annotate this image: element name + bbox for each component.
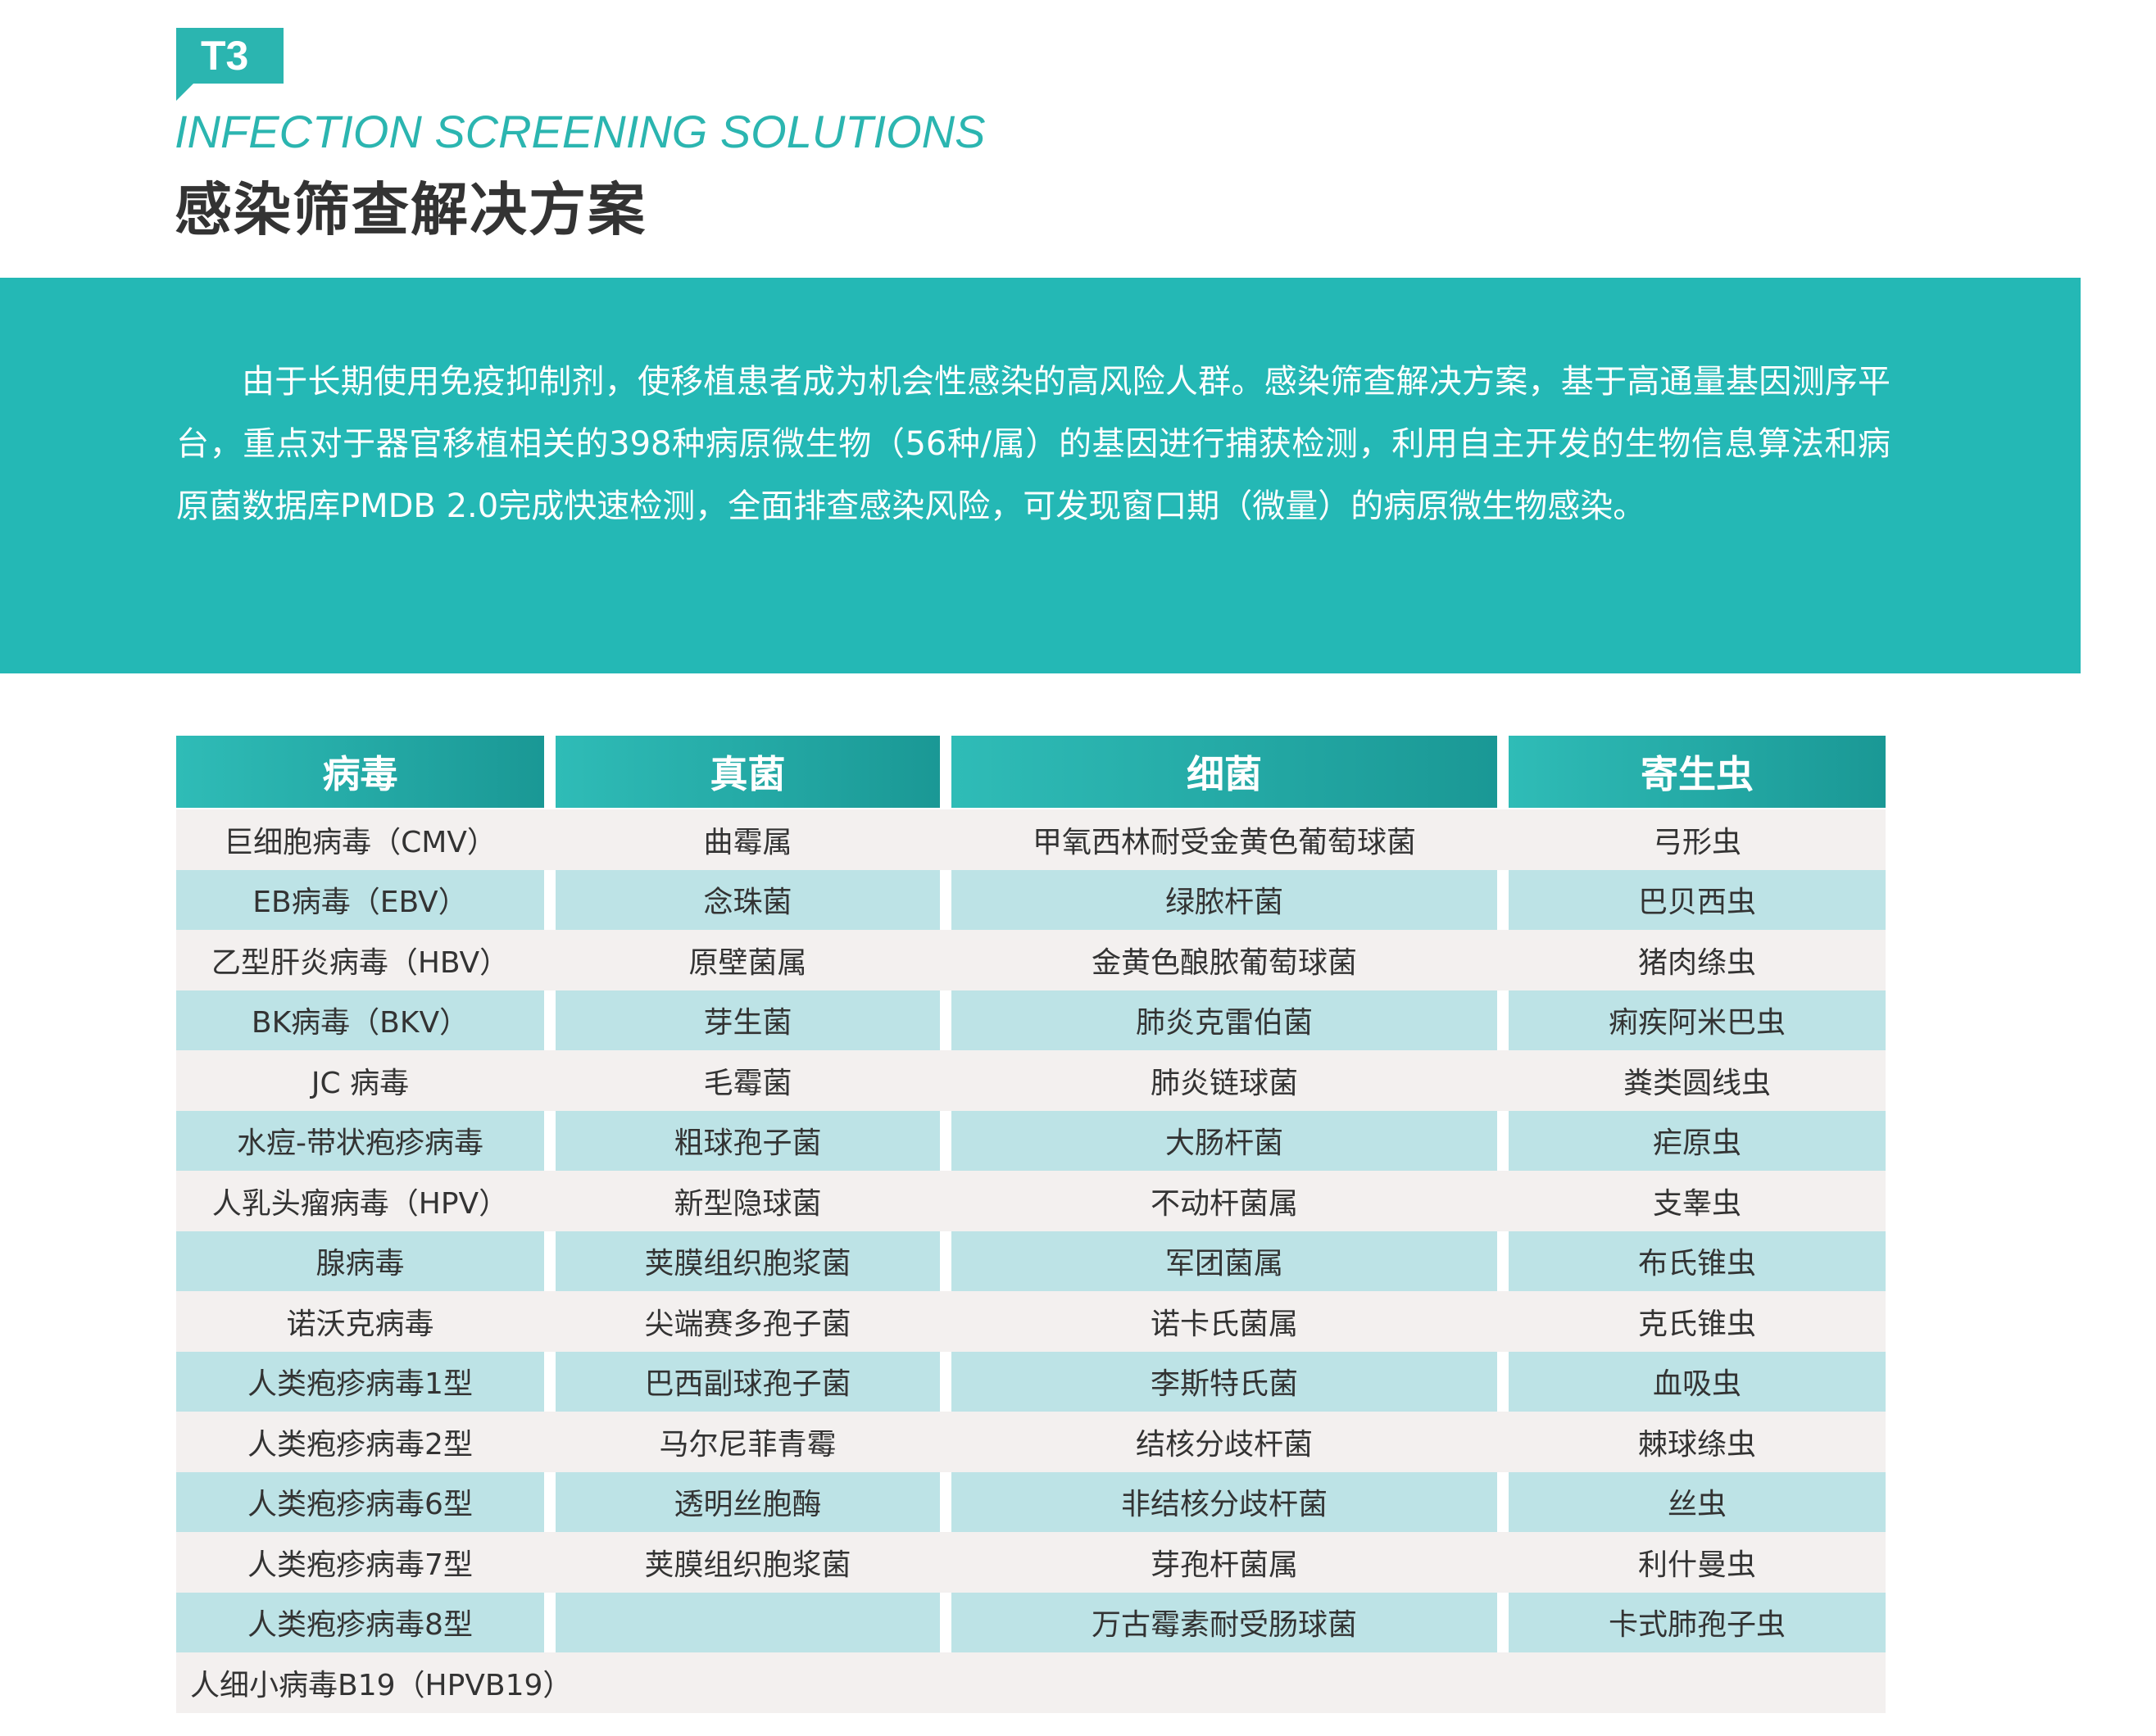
table-cell: 大肠杆菌 bbox=[951, 1110, 1497, 1171]
table-cell: 绿脓杆菌 bbox=[951, 869, 1497, 930]
table-cell: 支睾虫 bbox=[1652, 1186, 1741, 1221]
intro-text: 由于长期使用免疫抑制剂，使移植患者成为机会性感染的高风险人群。感染筛查解决方案，… bbox=[176, 363, 1890, 525]
table-cell: 曲霉属 bbox=[703, 825, 792, 859]
table-cell: JC 病毒 bbox=[311, 1066, 410, 1100]
table-cell: 人乳头瘤病毒（HPV） bbox=[211, 1186, 509, 1221]
table-header: 病毒 真菌 细菌 寄生虫 bbox=[176, 736, 1886, 808]
title: 感染筛查解决方案 bbox=[175, 176, 647, 243]
table-row: 人乳头瘤病毒（HPV） 新型隐球菌 不动杆菌属 支睾虫 bbox=[176, 1171, 1886, 1231]
table-cell: 透明丝胞酶 bbox=[556, 1471, 940, 1532]
table-cell: 腺病毒 bbox=[176, 1231, 544, 1291]
table-cell: 水痘-带状疱疹病毒 bbox=[176, 1110, 544, 1171]
table-cell bbox=[1509, 1652, 1886, 1713]
table-cell: 丝虫 bbox=[1509, 1471, 1886, 1532]
table-row: 人类疱疹病毒8型 万古霉素耐受肠球菌 卡式肺孢子虫 bbox=[176, 1592, 1886, 1652]
table-cell: 卡式肺孢子虫 bbox=[1509, 1592, 1886, 1652]
table-cell: 军团菌属 bbox=[951, 1231, 1497, 1291]
table-cell: 痢疾阿米巴虫 bbox=[1509, 990, 1886, 1050]
table-row: 乙型肝炎病毒（HBV） 原壁菌属 金黄色酿脓葡萄球菌 猪肉绦虫 bbox=[176, 930, 1886, 990]
table-cell: 巴西副球孢子菌 bbox=[556, 1351, 940, 1412]
section-badge: T3 bbox=[176, 28, 284, 84]
table-cell: 马尔尼菲青霉 bbox=[659, 1427, 837, 1462]
table-cell: 原壁菌属 bbox=[688, 945, 807, 980]
table-row: 人类疱疹病毒1型 巴西副球孢子菌 李斯特氏菌 血吸虫 bbox=[176, 1351, 1886, 1412]
table-cell: 肺炎链球菌 bbox=[1150, 1066, 1298, 1100]
table-cell: 甲氧西林耐受金黄色葡萄球菌 bbox=[1032, 825, 1416, 859]
table-cell: 猪肉绦虫 bbox=[1637, 945, 1756, 980]
table-cell: 疟原虫 bbox=[1509, 1110, 1886, 1171]
table-cell bbox=[556, 1652, 940, 1713]
table-row: 人细小病毒B19（HPVB19） bbox=[176, 1652, 1886, 1713]
table-cell: 人类疱疹病毒6型 bbox=[176, 1471, 544, 1532]
table-cell: 芽孢杆菌属 bbox=[1150, 1548, 1298, 1582]
table-cell: 新型隐球菌 bbox=[674, 1186, 822, 1221]
table-cell: 巴贝西虫 bbox=[1509, 869, 1886, 930]
table-row: 水痘-带状疱疹病毒 粗球孢子菌 大肠杆菌 疟原虫 bbox=[176, 1110, 1886, 1171]
table-cell: 毛霉菌 bbox=[703, 1066, 792, 1100]
table-row: 人类疱疹病毒6型 透明丝胞酶 非结核分歧杆菌 丝虫 bbox=[176, 1471, 1886, 1532]
table-cell: 结核分歧杆菌 bbox=[1135, 1427, 1313, 1462]
table-cell: 人类疱疹病毒1型 bbox=[176, 1351, 544, 1412]
table-row: 人类疱疹病毒7型 荚膜组织胞浆菌 芽孢杆菌属 利什曼虫 bbox=[176, 1532, 1886, 1593]
table-cell: BK病毒（BKV） bbox=[176, 990, 544, 1050]
table-cell: 人类疱疹病毒7型 bbox=[247, 1548, 473, 1582]
table-cell: 人细小病毒B19（HPVB19） bbox=[190, 1668, 573, 1702]
column-header: 真菌 bbox=[556, 736, 940, 808]
table-cell: 克氏锥虫 bbox=[1637, 1307, 1756, 1341]
table-cell: 肺炎克雷伯菌 bbox=[951, 990, 1497, 1050]
subtitle: INFECTION SCREENING SOLUTIONS bbox=[175, 106, 986, 157]
table-cell: 诺卡氏菌属 bbox=[1150, 1307, 1298, 1341]
table-cell bbox=[556, 1592, 940, 1652]
table-row: 诺沃克病毒 尖端赛多孢子菌 诺卡氏菌属 克氏锥虫 bbox=[176, 1291, 1886, 1352]
table-cell bbox=[951, 1652, 1497, 1713]
column-header: 寄生虫 bbox=[1509, 736, 1886, 808]
table-cell: 李斯特氏菌 bbox=[951, 1351, 1497, 1412]
table-cell: EB病毒（EBV） bbox=[176, 869, 544, 930]
table-cell: 尖端赛多孢子菌 bbox=[644, 1307, 851, 1341]
table-cell: 念珠菌 bbox=[556, 869, 940, 930]
table-cell: 人类疱疹病毒8型 bbox=[176, 1592, 544, 1652]
table-cell: 金黄色酿脓葡萄球菌 bbox=[1091, 945, 1357, 980]
intro-band bbox=[0, 278, 2081, 673]
column-header: 细菌 bbox=[951, 736, 1497, 808]
column-header: 病毒 bbox=[176, 736, 544, 808]
table-cell: 芽生菌 bbox=[556, 990, 940, 1050]
table-cell: 诺沃克病毒 bbox=[286, 1307, 434, 1341]
table-row: EB病毒（EBV） 念珠菌 绿脓杆菌 巴贝西虫 bbox=[176, 869, 1886, 930]
badge-tail bbox=[176, 83, 194, 101]
table-row: BK病毒（BKV） 芽生菌 肺炎克雷伯菌 痢疾阿米巴虫 bbox=[176, 990, 1886, 1050]
table-cell: 棘球绦虫 bbox=[1637, 1427, 1756, 1462]
table-cell: 乙型肝炎病毒（HBV） bbox=[211, 945, 510, 980]
table-row: 巨细胞病毒（CMV） 曲霉属 甲氧西林耐受金黄色葡萄球菌 弓形虫 bbox=[176, 809, 1886, 870]
table-cell: 粪类圆线虫 bbox=[1623, 1066, 1771, 1100]
table-row: JC 病毒 毛霉菌 肺炎链球菌 粪类圆线虫 bbox=[176, 1050, 1886, 1111]
pathogen-table: 病毒 真菌 细菌 寄生虫巨细胞病毒（CMV） 曲霉属 甲氧西林耐受金黄色葡萄球菌 弓形虫 EB… bbox=[176, 736, 1886, 1713]
table-cell: 不动杆菌属 bbox=[1150, 1186, 1298, 1221]
table-cell: 人类疱疹病毒2型 bbox=[247, 1427, 473, 1462]
table-cell: 非结核分歧杆菌 bbox=[951, 1471, 1497, 1532]
table-cell: 弓形虫 bbox=[1652, 825, 1741, 859]
table-cell: 布氏锥虫 bbox=[1509, 1231, 1886, 1291]
table-cell: 粗球孢子菌 bbox=[556, 1110, 940, 1171]
table-cell: 万古霉素耐受肠球菌 bbox=[951, 1592, 1497, 1652]
table-row: 腺病毒 荚膜组织胞浆菌 军团菌属 布氏锥虫 bbox=[176, 1231, 1886, 1291]
table-cell: 利什曼虫 bbox=[1637, 1548, 1756, 1582]
table-row: 人类疱疹病毒2型 马尔尼菲青霉 结核分歧杆菌 棘球绦虫 bbox=[176, 1412, 1886, 1472]
table-cell: 荚膜组织胞浆菌 bbox=[644, 1548, 851, 1582]
table-cell: 荚膜组织胞浆菌 bbox=[556, 1231, 940, 1291]
table-cell: 巨细胞病毒（CMV） bbox=[224, 825, 497, 859]
table-cell: 血吸虫 bbox=[1509, 1351, 1886, 1412]
